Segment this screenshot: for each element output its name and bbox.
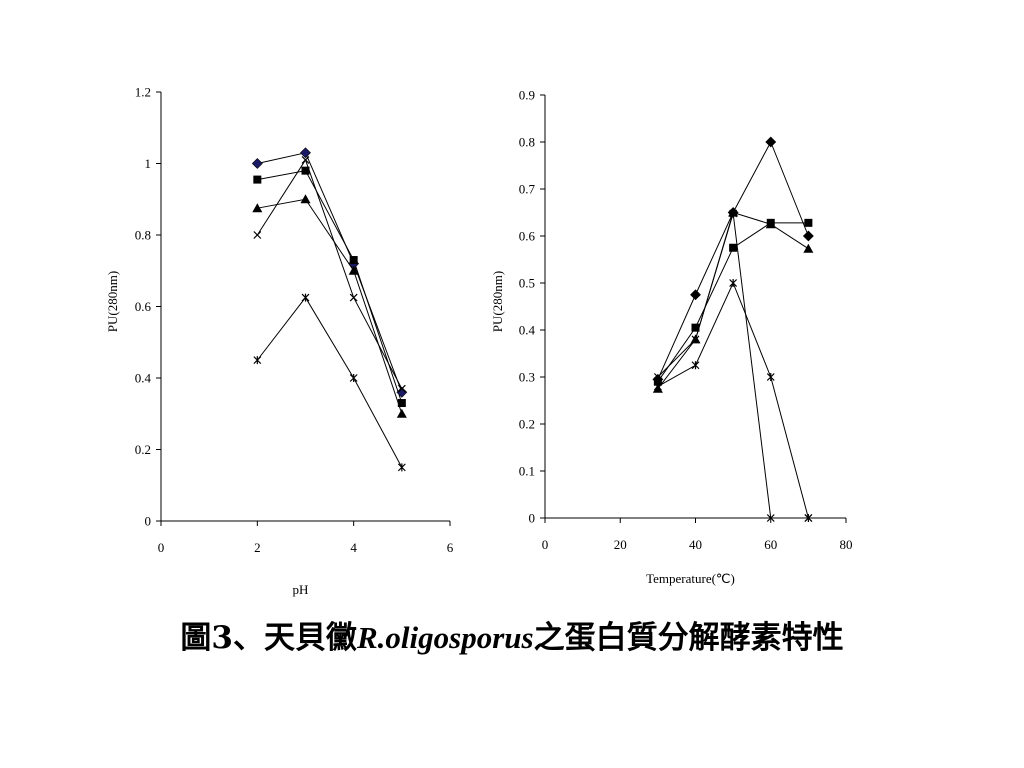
series-diamond-point [300,147,311,159]
caption-species: R.oligosporus [356,620,534,655]
x-tick-label: 60 [764,537,777,552]
y-axis-label: PU(280nm) [105,271,120,332]
series-star-point [766,373,775,381]
x-tick-label: 40 [689,537,702,552]
x-axis-label: Temperature(℃) [646,571,735,586]
x-tick-label: 4 [350,540,357,555]
series-x-line [256,158,403,389]
series-star-point [653,382,662,391]
y-tick-label: 0.2 [135,442,151,457]
y-axis-label: PU(280nm) [490,271,505,332]
series-star-point [253,356,262,365]
y-tick-label: 0.2 [519,417,535,432]
series-triangle-point [765,219,776,229]
series-x-line [657,213,809,519]
x-axis-label: pH [293,582,309,597]
y-tick-label: 0.3 [519,370,535,385]
x-tick-label: 0 [158,540,165,555]
series-star-point [397,463,406,472]
series-star-point [301,293,310,302]
x-tick-label: 2 [254,540,261,555]
series-triangle-point [348,265,359,275]
series-diamond-line [257,152,403,393]
series-diamond-point [396,386,408,398]
series-x-point [301,156,310,164]
y-tick-label: 0.7 [519,182,536,197]
y-tick-label: 0.1 [519,464,535,479]
caption-prefix: 圖3、天貝黴 [180,620,357,656]
y-tick-label: 0.4 [519,323,536,338]
series-star-point [804,514,813,522]
series-x-point [766,514,775,522]
y-tick-label: 0.9 [519,88,535,103]
series-star-point [349,374,358,382]
series-square-point [253,175,262,184]
series-star-line [256,296,403,468]
series-diamond-line [657,140,809,380]
y-tick-label: 0 [529,511,536,526]
charts-canvas: 0 0.2 0.4 0.6 0.8 1 1.2 0 2 4 6 pH PU(280nm) 0 0.1 0.2… [105,85,853,598]
y-tick-label: 0.4 [135,371,152,386]
y-tick-label: 0 [145,514,152,529]
x-tick-label: 80 [840,537,853,552]
series-triangle-point [396,408,407,418]
figure-caption: 圖3、天貝黴R.oligosporus之蛋白質分解酵素特性 [0,612,1024,657]
series-square-point [349,256,358,265]
series-square-point [804,218,813,227]
x-tick-label: 0 [542,537,549,552]
series-diamond-point [251,158,263,169]
y-tick-label: 1 [145,156,152,171]
series-triangle-line [257,198,403,414]
series-triangle-point [300,194,311,204]
y-tick-label: 0.8 [519,135,535,150]
series-triangle-point [252,203,263,213]
series-triangle-line [657,211,809,390]
series-x-point [653,373,662,381]
y-tick-label: 0.5 [519,276,535,291]
series-star-point [691,361,700,370]
series-triangle-point [803,243,814,253]
series-square-point [653,377,662,386]
x-tick-label: 20 [614,537,627,552]
y-tick-label: 0.6 [519,229,536,244]
series-square-point [729,243,738,252]
series-triangle-point [728,207,739,217]
series-square-point [301,166,310,175]
temperature-activity-chart: 0 0.1 0.2 0.3 0.4 0.5 0.6 0.7 0.8 0.9 0 20 40 60 80 Tem… [490,88,853,587]
x-tick-label: 6 [447,540,454,555]
series-diamond-point [690,289,701,301]
y-tick-label: 1.2 [135,85,151,100]
series-x-point [729,209,738,218]
series-x-point [691,335,700,344]
series-star-point [729,279,738,287]
series-square-point [397,399,406,408]
series-star-line [657,281,809,519]
y-tick-label: 0.6 [135,299,152,314]
series-diamond-point [765,136,777,148]
series-square-line [257,170,403,404]
y-tick-label: 0.8 [135,228,151,243]
series-x-point [349,293,358,302]
series-diamond-point [802,230,814,242]
caption-suffix: 之蛋白質分解酵素特性 [533,620,844,656]
ph-activity-chart: 0 0.2 0.4 0.6 0.8 1 1.2 0 2 4 6 pH PU(280nm) [105,85,454,598]
series-x-point [253,231,262,239]
series-square-point [691,323,700,332]
series-x-point [397,384,406,393]
